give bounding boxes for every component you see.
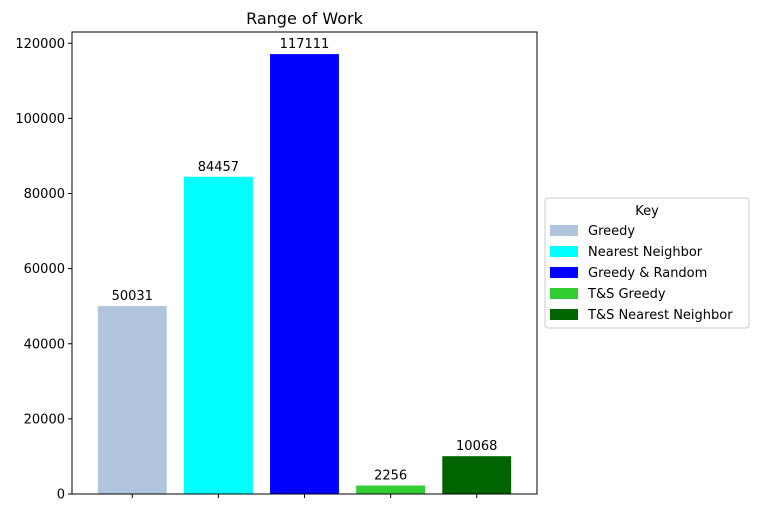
y-tick-label-0: 0 — [57, 488, 65, 503]
y-tick-label-4: 80000 — [24, 187, 65, 202]
bar-3 — [270, 54, 339, 494]
legend-swatch-3 — [550, 267, 578, 278]
bar-5 — [442, 456, 512, 494]
legend-entry-1: Greedy — [588, 224, 635, 239]
legend-frame — [544, 197, 750, 329]
bar-1 — [97, 306, 167, 494]
data-label-1: 50031 — [112, 289, 153, 304]
legend-entry-5: T&S Nearest Neighbor — [587, 308, 733, 323]
data-label-3: 117111 — [280, 37, 330, 52]
legend-title: Key — [635, 204, 659, 219]
bar-4 — [356, 485, 426, 494]
plot-area: 50031 84457 117111 2256 10068 0 20000 40000 6000… — [15, 31, 538, 503]
y-tick-label-2: 40000 — [24, 337, 65, 352]
y-tick-label-6: 120000 — [15, 37, 65, 52]
data-label-4: 2256 — [374, 469, 407, 484]
y-tick-label-5: 100000 — [15, 112, 65, 127]
legend: Key Greedy Nearest Neighbor Greedy & Rando… — [544, 197, 750, 329]
y-tick-label-3: 60000 — [24, 262, 65, 277]
bar-2 — [183, 176, 253, 494]
legend-swatch-2 — [550, 246, 578, 257]
legend-entry-3: Greedy & Random — [588, 266, 707, 281]
legend-entry-2: Nearest Neighbor — [588, 245, 703, 260]
data-label-2: 84457 — [198, 160, 239, 175]
legend-swatch-1 — [550, 225, 578, 236]
data-label-5: 10068 — [456, 439, 497, 454]
legend-entry-4: T&S Greedy — [587, 287, 666, 302]
axes-frame — [71, 31, 538, 495]
legend-swatch-5 — [550, 309, 578, 320]
legend-swatch-4 — [550, 288, 578, 299]
y-tick-label-1: 20000 — [24, 412, 65, 427]
chart-title: Range of Work — [246, 9, 364, 28]
